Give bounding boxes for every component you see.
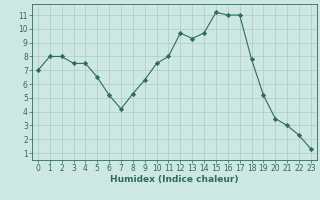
X-axis label: Humidex (Indice chaleur): Humidex (Indice chaleur) [110, 175, 239, 184]
